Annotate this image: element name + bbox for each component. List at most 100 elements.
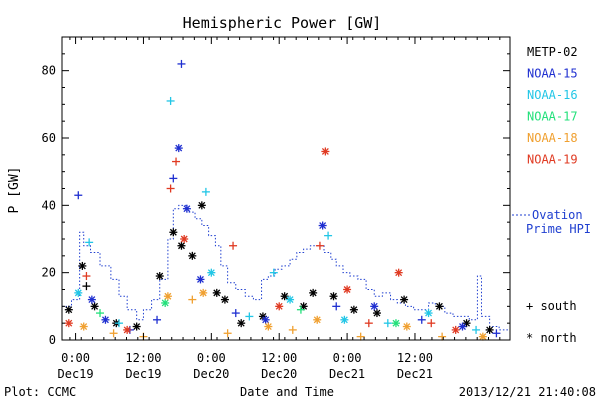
x-tick-label-time: 0:00 [61, 351, 90, 365]
x-axis-ticks: 0:00 Dec19 12:00 Dec19 0:00 Dec20 12:00 Dec20 0:… [58, 37, 501, 381]
south-plus-marker [82, 272, 91, 281]
y-axis-label: P [GW] [7, 167, 22, 214]
south-plus-marker [166, 184, 175, 193]
south-plus-marker [109, 329, 118, 338]
north-star-marker [155, 272, 164, 281]
south-plus-marker [172, 157, 181, 166]
north-star-marker [169, 228, 178, 237]
legend: METP-02 NOAA-15 NOAA-16 NOAA-17 NOAA-18 NOAA-… [527, 45, 578, 167]
south-plus-marker [85, 238, 94, 247]
north-star-marker [163, 292, 172, 301]
south-plus-marker [296, 305, 305, 314]
north-star-marker [237, 319, 246, 328]
x-tick-label-date: Dec20 [261, 367, 297, 381]
north-star-marker [435, 302, 444, 311]
y-tick-label: 0 [49, 333, 56, 347]
south-plus-marker [288, 325, 297, 334]
y-tick-label: 60 [42, 131, 56, 145]
y-tick-label: 40 [42, 198, 56, 212]
north-star-marker [299, 302, 308, 311]
south-plus-marker [332, 302, 341, 311]
south-plus-marker [188, 295, 197, 304]
footer-timestamp: 2013/12/21 21:40:08 [459, 385, 596, 399]
footer-plot-source: Plot: CCMC [4, 385, 76, 399]
north-star-marker [199, 288, 208, 297]
south-plus-marker [231, 309, 240, 318]
x-tick-label-date: Dec20 [193, 367, 229, 381]
north-star-marker [87, 295, 96, 304]
north-star-marker [394, 268, 403, 277]
north-star-marker [64, 319, 73, 328]
north-star-marker [400, 295, 409, 304]
north-star-marker [458, 322, 467, 331]
south-plus-marker [324, 231, 333, 240]
north-star-marker [161, 298, 170, 307]
north-star-marker [275, 302, 284, 311]
north-star-marker [343, 285, 352, 294]
north-star-marker [174, 144, 183, 153]
legend-entry-metp-02: METP-02 [527, 45, 578, 59]
south-plus-marker [315, 241, 324, 250]
north-star-marker [177, 241, 186, 250]
south-plus-marker [82, 282, 91, 291]
south-plus-marker [153, 315, 162, 324]
north-star-marker [286, 295, 295, 304]
south-plus-marker [364, 319, 373, 328]
legend-entry-noaa-16: NOAA-16 [527, 88, 578, 102]
south-plus-marker [383, 319, 392, 328]
x-tick-label-time: 0:00 [333, 351, 362, 365]
north-star-marker [79, 322, 88, 331]
x-tick-label-time: 12:00 [261, 351, 297, 365]
north-star-marker [309, 288, 318, 297]
x-tick-label-date: Dec19 [125, 367, 161, 381]
x-tick-label-date: Dec19 [58, 367, 94, 381]
chart-title: Hemispheric Power [GW] [183, 14, 382, 32]
north-star-marker [329, 292, 338, 301]
north-star-marker [478, 332, 487, 341]
north-star-marker [318, 221, 327, 230]
x-tick-label-time: 12:00 [125, 351, 161, 365]
north-star-marker [132, 322, 141, 331]
north-star-marker [90, 302, 99, 311]
north-star-marker [188, 251, 197, 260]
south-plus-marker [438, 332, 447, 341]
legend-entry-noaa-19: NOAA-19 [527, 153, 578, 167]
north-star-marker [74, 288, 83, 297]
x-tick-label-date: Dec21 [397, 367, 433, 381]
north-star-marker [123, 325, 132, 334]
north-star-marker [370, 302, 379, 311]
legend-north-marker: * north [526, 331, 577, 345]
south-plus-marker [356, 332, 365, 341]
north-star-marker [321, 147, 330, 156]
north-star-marker [372, 309, 381, 318]
north-star-marker [280, 292, 289, 301]
y-axis-ticks: 0 20 40 60 80 [42, 53, 510, 347]
north-star-marker [182, 204, 191, 213]
legend-entry-noaa-17: NOAA-17 [527, 110, 578, 124]
south-plus-marker [229, 241, 238, 250]
north-star-marker [313, 315, 322, 324]
x-tick-label-date: Dec21 [329, 367, 365, 381]
north-star-marker [197, 201, 206, 210]
south-plus-marker [245, 312, 254, 321]
x-tick-label-time: 12:00 [397, 351, 433, 365]
legend-entry-noaa-15: NOAA-15 [527, 67, 578, 81]
north-star-marker [207, 268, 216, 277]
ovation-line-group [62, 204, 511, 334]
ovation-legend: Ovation Prime HPI [512, 208, 591, 236]
north-star-marker [261, 315, 270, 324]
south-plus-marker [417, 315, 426, 324]
south-plus-marker [177, 59, 186, 68]
legend-entry-noaa-18: NOAA-18 [527, 131, 578, 145]
y-tick-label: 80 [42, 64, 56, 78]
north-star-marker [264, 322, 273, 331]
north-star-marker [485, 325, 494, 334]
north-star-marker [391, 319, 400, 328]
ovation-legend-label-1: Ovation [532, 208, 583, 222]
south-plus-marker [166, 96, 175, 105]
south-plus-marker [74, 191, 83, 200]
south-plus-marker [115, 319, 124, 328]
ovation-hpi-line [62, 204, 511, 334]
north-star-marker [340, 315, 349, 324]
